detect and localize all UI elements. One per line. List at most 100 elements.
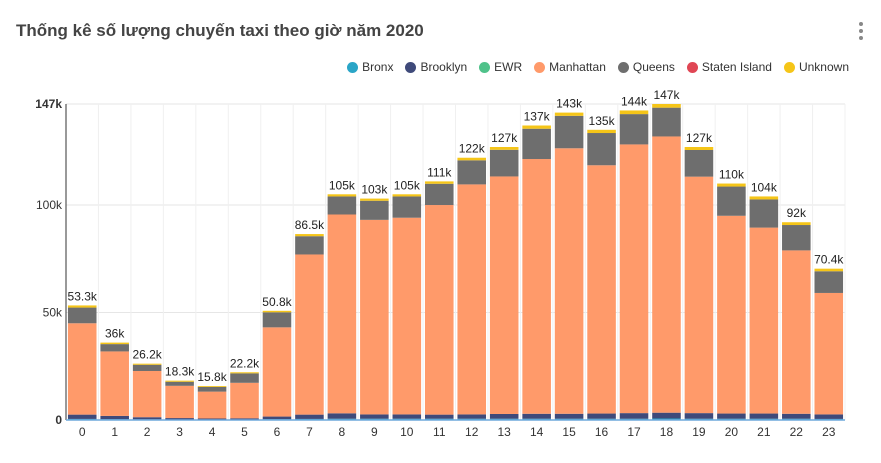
bar-segment-queens[interactable]	[587, 133, 616, 166]
bar-segment-queens[interactable]	[360, 200, 389, 220]
bar-segment-brooklyn[interactable]	[230, 418, 259, 420]
bar-segment-manhattan[interactable]	[392, 217, 422, 415]
bar-segment-unknown[interactable]	[457, 157, 487, 161]
bar-segment-unknown[interactable]	[782, 222, 811, 226]
bar-segment-unknown[interactable]	[489, 146, 519, 150]
bar-segment-queens[interactable]	[684, 150, 714, 177]
bar-segment-brooklyn[interactable]	[262, 416, 292, 420]
bar-segment-queens[interactable]	[424, 183, 454, 206]
bar-segment-brooklyn[interactable]	[327, 413, 357, 419]
bar-segment-queens[interactable]	[457, 160, 487, 185]
bar-segment-queens[interactable]	[295, 236, 324, 255]
bar-segment-queens[interactable]	[100, 344, 129, 352]
bar-segment-manhattan[interactable]	[165, 385, 194, 419]
bar-segment-unknown[interactable]	[197, 386, 227, 387]
bar-segment-manhattan[interactable]	[295, 254, 324, 415]
bar-segment-manhattan[interactable]	[489, 176, 519, 414]
bar-segment-queens[interactable]	[522, 128, 551, 160]
bar-segment-brooklyn[interactable]	[554, 413, 584, 419]
bar-segment-brooklyn[interactable]	[749, 413, 779, 419]
bar-segment-queens[interactable]	[67, 307, 97, 324]
bar-segment-bronx[interactable]	[652, 418, 681, 420]
bar-segment-queens[interactable]	[619, 114, 649, 145]
bar-segment-brooklyn[interactable]	[522, 413, 551, 419]
bar-segment-queens[interactable]	[489, 149, 519, 177]
bar-segment-unknown[interactable]	[230, 372, 259, 374]
legend-item-ewr[interactable]: EWR	[479, 60, 522, 74]
bar-segment-brooklyn[interactable]	[457, 414, 487, 419]
bar-segment-queens[interactable]	[814, 271, 844, 293]
bar-segment-manhattan[interactable]	[360, 219, 389, 415]
bar-segment-queens[interactable]	[132, 364, 162, 371]
bar-segment-unknown[interactable]	[392, 194, 422, 197]
bar-segment-brooklyn[interactable]	[619, 413, 649, 419]
bar-segment-unknown[interactable]	[360, 198, 389, 201]
bar-segment-brooklyn[interactable]	[67, 414, 97, 419]
bar-segment-brooklyn[interactable]	[100, 415, 129, 420]
legend-item-manhattan[interactable]: Manhattan	[534, 60, 606, 74]
bar-segment-brooklyn[interactable]	[132, 417, 162, 420]
bar-segment-queens[interactable]	[327, 196, 357, 215]
bar-segment-manhattan[interactable]	[652, 136, 681, 413]
bar-segment-brooklyn[interactable]	[392, 414, 422, 419]
legend-item-bronx[interactable]: Bronx	[347, 60, 393, 74]
legend-item-brooklyn[interactable]: Brooklyn	[405, 60, 467, 74]
bar-segment-unknown[interactable]	[684, 146, 714, 151]
bar-segment-queens[interactable]	[554, 115, 584, 149]
bar-segment-unknown[interactable]	[587, 129, 616, 134]
bar-segment-unknown[interactable]	[67, 305, 97, 308]
bar-segment-manhattan[interactable]	[197, 391, 227, 419]
bar-segment-manhattan[interactable]	[554, 148, 584, 414]
bar-segment-unknown[interactable]	[717, 183, 746, 187]
bar-segment-manhattan[interactable]	[100, 351, 129, 416]
bar-segment-brooklyn[interactable]	[814, 414, 844, 419]
bar-segment-manhattan[interactable]	[67, 323, 97, 415]
bar-segment-manhattan[interactable]	[262, 327, 292, 417]
bar-segment-queens[interactable]	[165, 381, 194, 386]
bar-segment-manhattan[interactable]	[684, 176, 714, 414]
bar-segment-unknown[interactable]	[652, 104, 681, 108]
bar-segment-brooklyn[interactable]	[782, 413, 811, 419]
bar-segment-unknown[interactable]	[165, 380, 194, 382]
legend-item-unknown[interactable]: Unknown	[783, 60, 849, 74]
bar-segment-brooklyn[interactable]	[424, 414, 454, 419]
bar-segment-queens[interactable]	[782, 225, 811, 251]
more-options-icon[interactable]	[859, 22, 865, 40]
bar-segment-unknown[interactable]	[132, 363, 162, 365]
bar-segment-brooklyn[interactable]	[165, 418, 194, 420]
bar-segment-unknown[interactable]	[522, 125, 551, 129]
bar-segment-manhattan[interactable]	[424, 205, 454, 415]
bar-segment-manhattan[interactable]	[522, 159, 551, 414]
bar-segment-unknown[interactable]	[554, 112, 584, 116]
legend-item-staten-island[interactable]: Staten Island	[686, 60, 772, 74]
bar-segment-brooklyn[interactable]	[489, 413, 519, 419]
bar-segment-unknown[interactable]	[262, 310, 292, 313]
bar-segment-queens[interactable]	[262, 312, 292, 328]
bar-segment-queens[interactable]	[749, 199, 779, 228]
bar-segment-manhattan[interactable]	[814, 292, 844, 415]
legend-item-queens[interactable]: Queens	[617, 60, 675, 74]
bar-segment-manhattan[interactable]	[132, 370, 162, 418]
bar-segment-brooklyn[interactable]	[652, 412, 681, 419]
bar-segment-brooklyn[interactable]	[197, 418, 227, 420]
bar-segment-brooklyn[interactable]	[587, 413, 616, 419]
bar-segment-brooklyn[interactable]	[360, 414, 389, 419]
bar-segment-unknown[interactable]	[619, 110, 649, 115]
bar-segment-brooklyn[interactable]	[717, 413, 746, 419]
bar-segment-manhattan[interactable]	[457, 184, 487, 415]
bar-segment-manhattan[interactable]	[749, 227, 779, 414]
bar-segment-brooklyn[interactable]	[295, 414, 324, 419]
bar-segment-manhattan[interactable]	[782, 250, 811, 414]
bar-segment-unknown[interactable]	[424, 181, 454, 184]
bar-segment-unknown[interactable]	[814, 268, 844, 272]
bar-segment-queens[interactable]	[717, 186, 746, 216]
bar-segment-queens[interactable]	[652, 107, 681, 137]
bar-segment-unknown[interactable]	[327, 194, 357, 197]
bar-segment-manhattan[interactable]	[327, 214, 357, 414]
bar-segment-manhattan[interactable]	[587, 165, 616, 414]
bar-segment-manhattan[interactable]	[717, 215, 746, 414]
bar-segment-unknown[interactable]	[749, 196, 779, 200]
bar-segment-queens[interactable]	[392, 196, 422, 218]
bar-segment-unknown[interactable]	[295, 234, 324, 237]
bar-segment-manhattan[interactable]	[619, 144, 649, 414]
